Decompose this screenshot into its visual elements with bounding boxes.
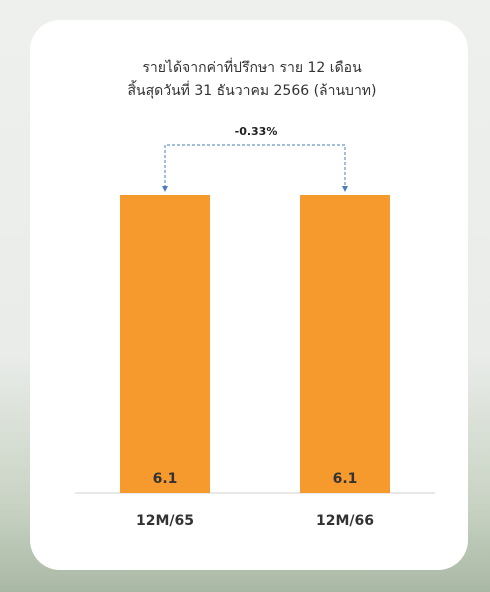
annotation-arrow (342, 186, 348, 192)
annotation-bracket (164, 144, 346, 188)
value-label: 6.1 (333, 471, 358, 487)
chart-title: สิ้นสุดวันที่ 31 ธันวาคม 2566 (ล้านบาท) (128, 80, 377, 99)
card (30, 20, 468, 570)
annotation: -0.33% (235, 125, 278, 138)
x-tick-label: 12M/65 (136, 513, 194, 529)
chart-title: รายได้จากค่าที่ปรึกษา ราย 12 เดือน (142, 58, 362, 76)
value-label: 6.1 (153, 471, 178, 487)
bar (120, 195, 210, 493)
annotation-arrow (162, 186, 168, 192)
x-tick-label: 12M/66 (316, 513, 374, 529)
bar (300, 195, 390, 493)
